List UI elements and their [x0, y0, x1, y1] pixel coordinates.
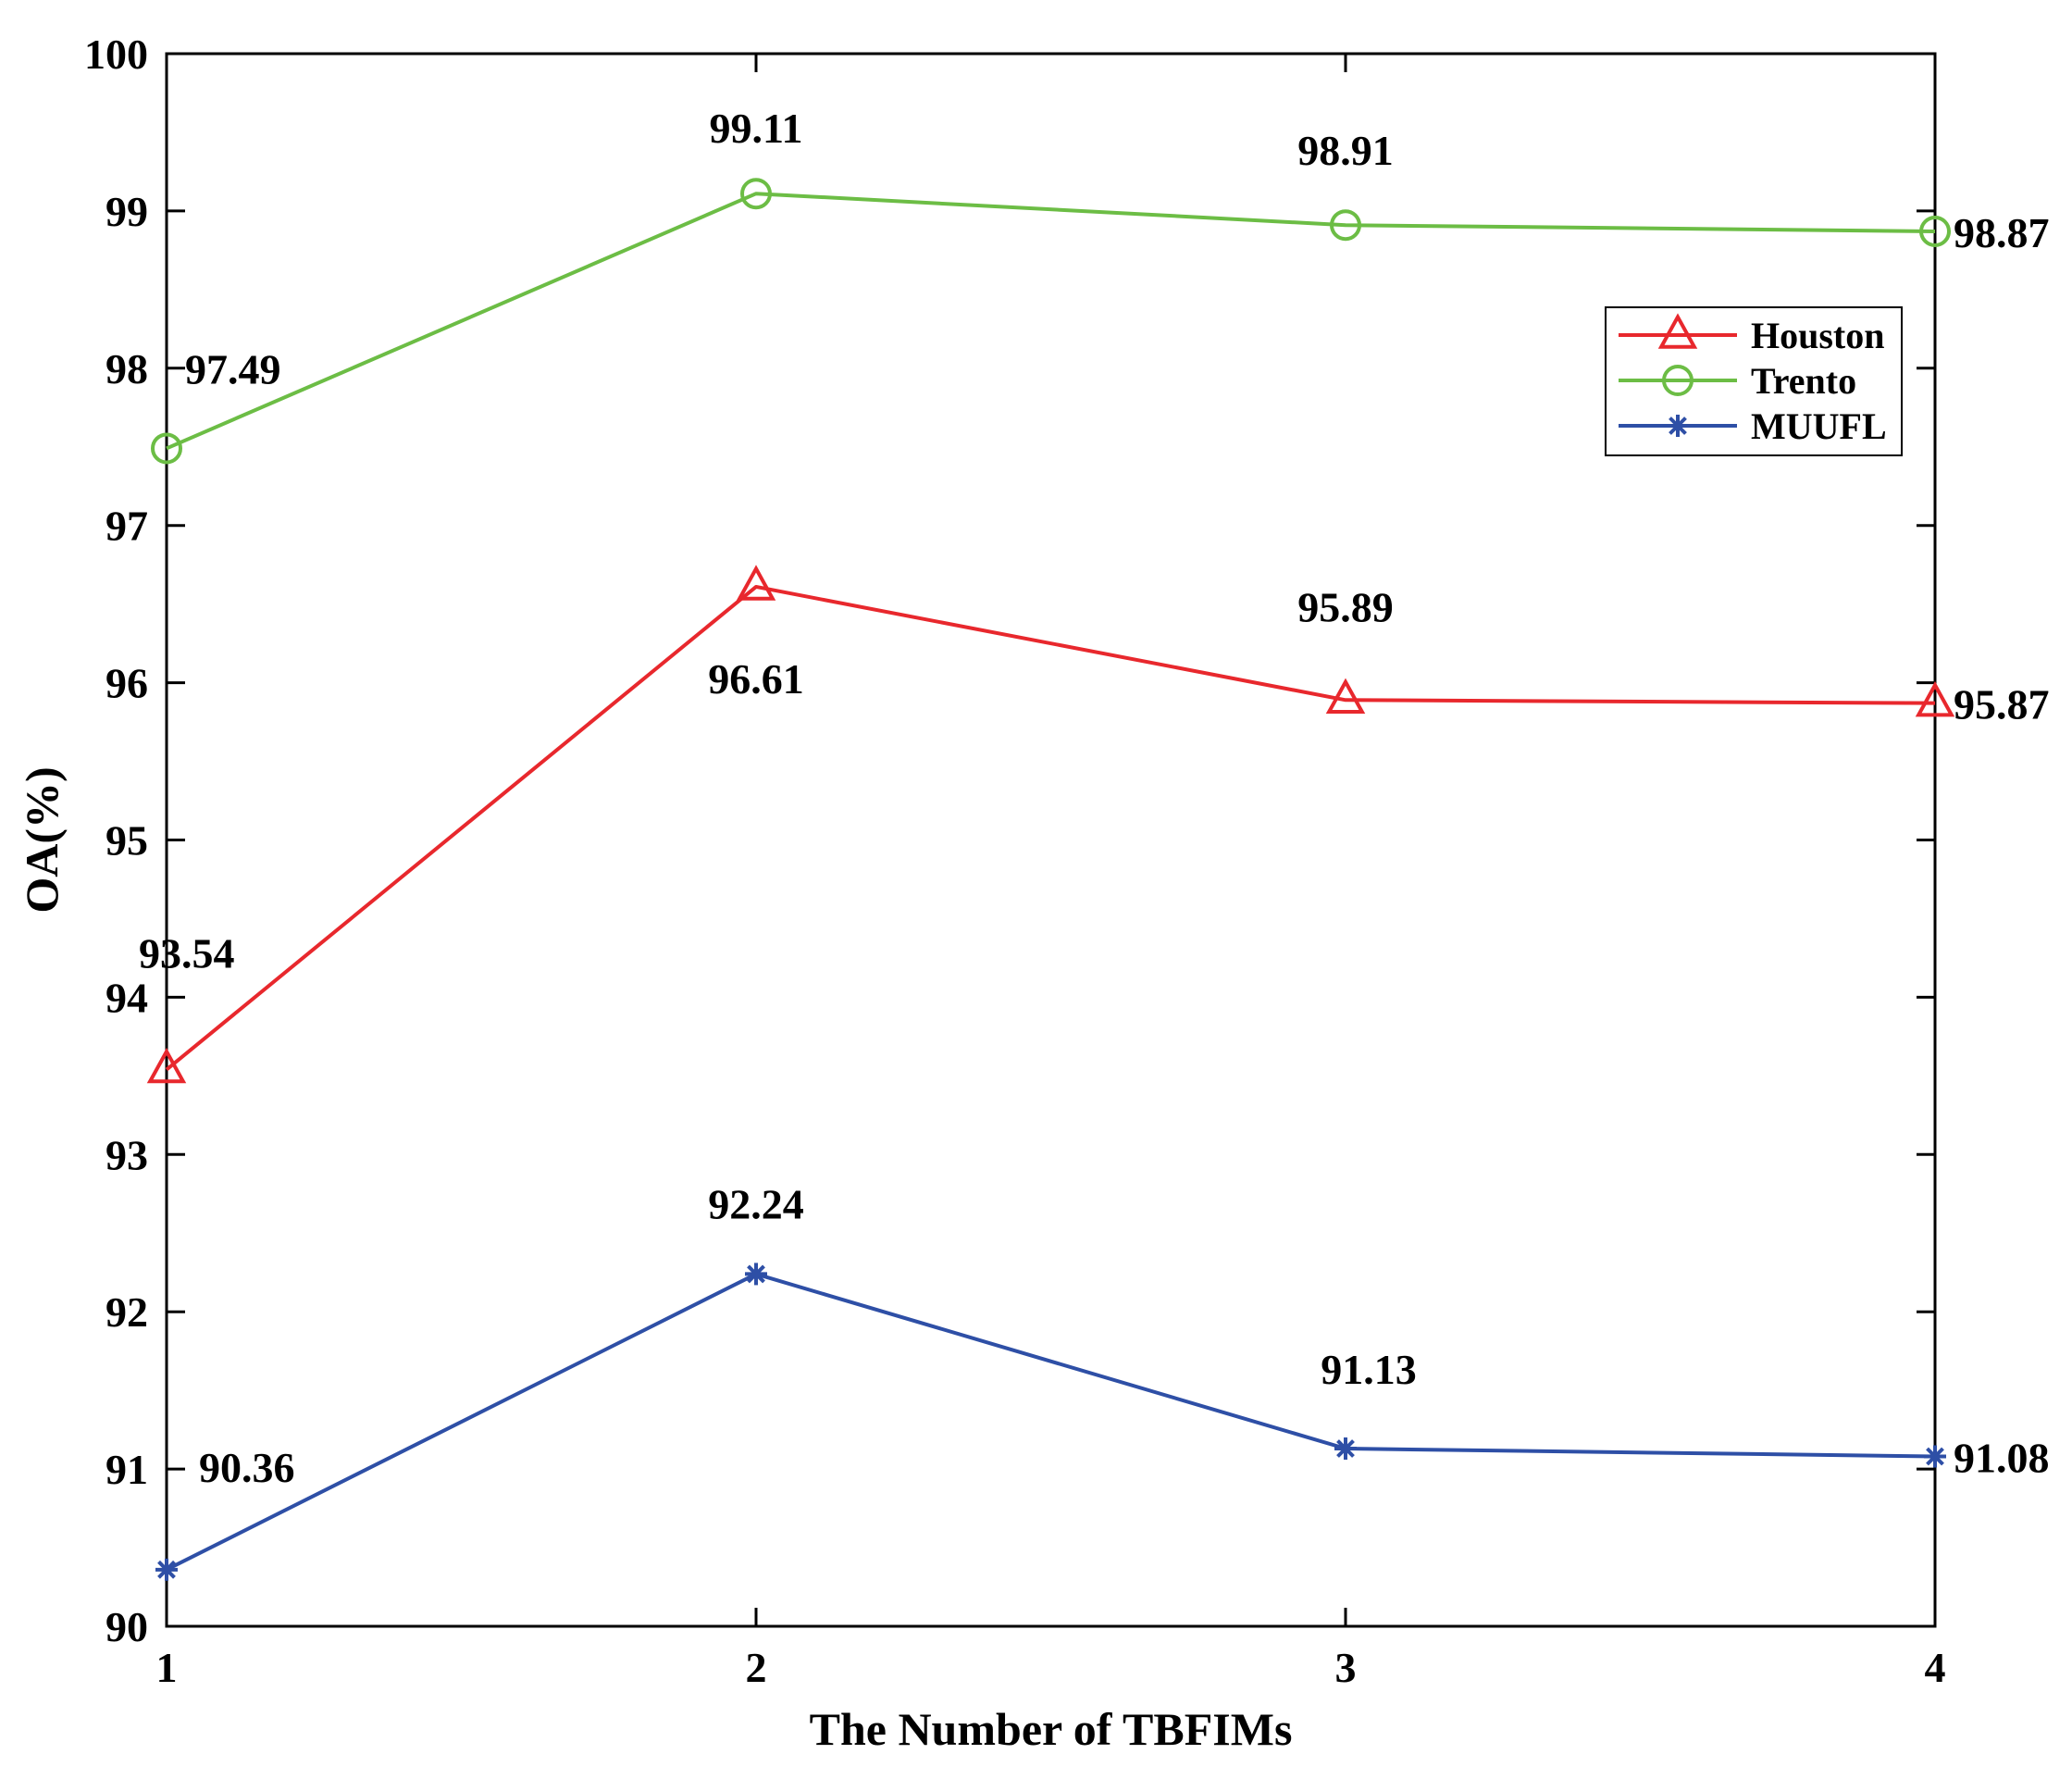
data-point-trento — [740, 178, 772, 210]
legend-marker-muufl — [1667, 415, 1689, 437]
y-tick-label: 100 — [84, 31, 148, 78]
y-tick-label: 90 — [105, 1603, 148, 1650]
series-line-muufl — [166, 1272, 1936, 1572]
data-label-houston: 96.61 — [708, 655, 804, 703]
data-point-muufl — [1334, 1437, 1357, 1461]
y-tick-label: 94 — [105, 974, 148, 1021]
data-label-muufl: 91.08 — [1954, 1435, 2050, 1482]
data-label-houston: 95.89 — [1297, 583, 1394, 630]
series-group — [146, 178, 1955, 1581]
data-label-houston: 95.87 — [1954, 681, 2050, 728]
data-point-trento — [1919, 215, 1951, 247]
data-point-houston — [146, 1047, 187, 1084]
data-label-trento: 99.11 — [710, 105, 803, 152]
data-label-houston: 93.54 — [139, 930, 235, 977]
data-point-trento — [151, 432, 182, 465]
data-point-trento — [1330, 209, 1361, 242]
data-point-muufl — [155, 1558, 178, 1581]
x-tick-label: 1 — [156, 1644, 178, 1691]
data-label-trento: 98.87 — [1954, 209, 2050, 256]
y-tick-label: 95 — [105, 817, 148, 865]
y-tick-label: 91 — [105, 1446, 148, 1493]
legend-label-trento: Trento — [1751, 360, 1856, 402]
legend-marker-houston — [1657, 313, 1698, 349]
x-tick-label: 2 — [746, 1644, 767, 1691]
axes: 90 91 92 93 94 95 96 97 98 99 100 1 2 3 4 The Number of… — [16, 31, 1946, 1755]
data-label-trento: 98.91 — [1297, 127, 1394, 174]
plot-frame — [165, 52, 1937, 1628]
data-point-muufl — [745, 1263, 767, 1286]
legend-label-muufl: MUUFL — [1751, 405, 1887, 447]
data-point-houston — [1325, 678, 1366, 715]
x-axis-title: The Number of TBFIMs — [810, 1703, 1293, 1755]
y-tick-label: 92 — [105, 1288, 148, 1336]
series-line-houston — [165, 584, 1936, 1072]
y-tick-label: 93 — [105, 1131, 148, 1178]
data-label-trento: 97.49 — [185, 345, 281, 392]
y-tick-label: 96 — [105, 660, 148, 707]
legend-marker-trento — [1662, 365, 1694, 396]
y-axis-title: OA(%) — [16, 766, 68, 913]
data-label-muufl: 91.13 — [1321, 1346, 1417, 1393]
data-label-muufl: 90.36 — [199, 1444, 295, 1491]
legend-label-houston: Houston — [1751, 315, 1885, 356]
y-tick-label: 98 — [105, 345, 148, 392]
data-point-muufl — [1924, 1445, 1946, 1468]
data-point-houston — [1915, 681, 1955, 717]
data-labels: 93.54 96.61 95.89 95.87 97.49 99.11 98.91 98.87… — [139, 105, 2050, 1491]
data-point-houston — [736, 565, 776, 601]
y-tick-label: 97 — [105, 503, 148, 550]
x-tick-label: 4 — [1925, 1644, 1946, 1691]
x-tick-label: 3 — [1335, 1644, 1357, 1691]
series-line-trento — [166, 192, 1936, 451]
data-label-muufl: 92.24 — [708, 1180, 804, 1227]
y-tick-label: 99 — [105, 188, 148, 235]
